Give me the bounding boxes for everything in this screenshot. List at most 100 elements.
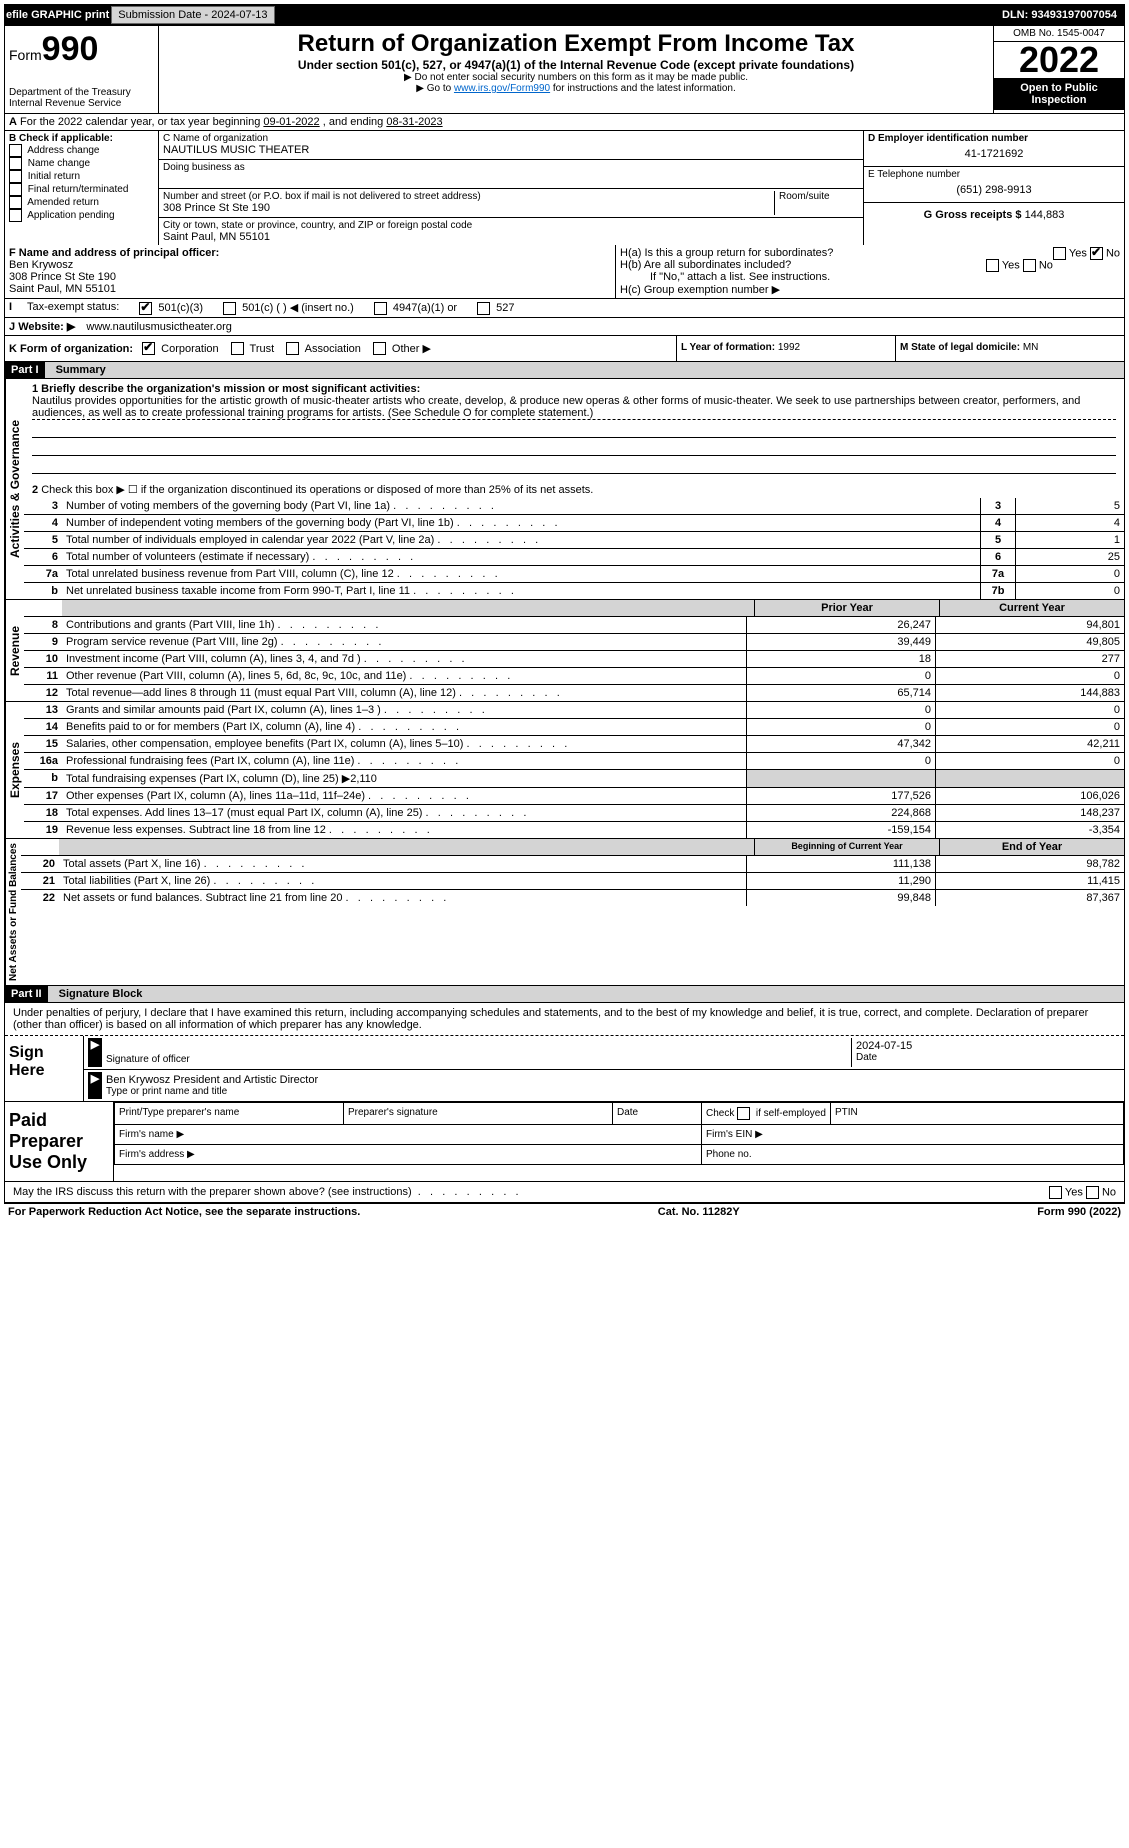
box-b-checkbox[interactable] [9,170,22,183]
self-employed-checkbox[interactable] [737,1107,750,1120]
summary-line: 9Program service revenue (Part VIII, lin… [24,633,1124,650]
line-desc: Net assets or fund balances. Subtract li… [59,890,746,906]
form-org-checkbox[interactable] [373,342,386,355]
summary-line: bTotal fundraising expenses (Part IX, co… [24,769,1124,787]
box-b-checkbox[interactable] [9,157,22,170]
goto-post: for instructions and the latest informat… [550,83,736,94]
gross-receipts-label: G Gross receipts $ [924,209,1022,221]
prep-check-post: if self-employed [753,1108,826,1119]
discuss-no-checkbox[interactable] [1086,1186,1099,1199]
yes-label-2: Yes [1002,259,1020,271]
tax-status-checkbox[interactable] [139,302,152,315]
preparer-table: Print/Type preparer's name Preparer's si… [114,1102,1124,1165]
discuss-yes-label: Yes [1065,1187,1083,1199]
form-org-checkbox[interactable] [286,342,299,355]
current-year-value: 94,801 [935,617,1124,633]
irs-link[interactable]: www.irs.gov/Form990 [454,83,550,94]
line-desc: Number of voting members of the governin… [62,498,980,514]
net-assets-section: Net Assets or Fund Balances Beginning of… [4,839,1125,986]
line-desc: Salaries, other compensation, employee b… [62,736,746,752]
ha-label: H(a) Is this a group return for subordin… [620,247,833,259]
prior-year-value [746,770,935,787]
tax-year-end: 08-31-2023 [386,116,442,128]
row-a-mid: , and ending [320,116,387,128]
line-value: 25 [1015,549,1124,565]
tax-status-option: 4947(a)(1) or [374,302,457,314]
form-org-option: Corporation [142,343,219,355]
end-year-header: End of Year [939,839,1124,855]
current-year-value: 148,237 [935,805,1124,821]
sig-arrow-icon: ▶ [88,1038,102,1067]
no-label-2: No [1039,259,1053,271]
current-year-value: -3,354 [935,822,1124,838]
firm-addr-label: Firm's address ▶ [115,1145,702,1165]
box-b-checkbox[interactable] [9,183,22,196]
tax-year-begin: 09-01-2022 [263,116,319,128]
summary-line: 22Net assets or fund balances. Subtract … [21,889,1124,906]
revenue-section: Revenue Prior Year Current Year 8Contrib… [4,600,1125,702]
box-b-option: Address change [9,144,154,157]
line-desc: Total fundraising expenses (Part IX, col… [62,770,746,787]
tax-status-checkbox[interactable] [374,302,387,315]
governance-line: 7aTotal unrelated business revenue from … [24,565,1124,582]
hb-no-checkbox[interactable] [1023,259,1036,272]
prep-check-pre: Check [706,1108,737,1119]
current-year-value: 87,367 [935,890,1124,906]
line-number: 17 [24,788,62,804]
discuss-no-label: No [1102,1187,1116,1199]
line-desc: Total number of volunteers (estimate if … [62,549,980,565]
tax-year: 2022 [994,42,1124,78]
line-desc: Total assets (Part X, line 16) [59,856,746,872]
line-desc: Other expenses (Part IX, column (A), lin… [62,788,746,804]
governance-line: bNet unrelated business taxable income f… [24,582,1124,599]
city-label: City or town, state or province, country… [163,220,859,231]
top-bar: efile GRAPHIC print Submission Date - 20… [4,4,1125,26]
box-b-checkbox[interactable] [9,144,22,157]
form-header: Form990 Department of the Treasury Inter… [4,26,1125,114]
ha-yes-checkbox[interactable] [1053,247,1066,260]
summary-line: 12Total revenue—add lines 8 through 11 (… [24,684,1124,701]
discuss-yes-checkbox[interactable] [1049,1186,1062,1199]
discuss-label: May the IRS discuss this return with the… [13,1186,412,1198]
line-desc: Grants and similar amounts paid (Part IX… [62,702,746,718]
current-year-value [935,770,1124,787]
hc-label: H(c) Group exemption number ▶ [620,283,1120,296]
begin-year-header: Beginning of Current Year [754,839,939,855]
current-year-value: 106,026 [935,788,1124,804]
box-b-option: Initial return [9,170,154,183]
officer-name-title: Ben Krywosz President and Artistic Direc… [106,1074,1116,1086]
summary-line: 20Total assets (Part X, line 16)111,1389… [21,855,1124,872]
ha-no-checkbox[interactable] [1090,247,1103,260]
tax-status-checkbox[interactable] [223,302,236,315]
form-org-checkbox[interactable] [142,342,155,355]
summary-line: 19Revenue less expenses. Subtract line 1… [24,821,1124,838]
box-b-checkbox[interactable] [9,196,22,209]
hb-yes-checkbox[interactable] [986,259,999,272]
box-b-checkbox[interactable] [9,209,22,222]
line-desc: Other revenue (Part VIII, column (A), li… [62,668,746,684]
form-org-checkbox[interactable] [231,342,244,355]
form-org-option: Other ▶ [373,343,431,355]
box-b-option: Name change [9,157,154,170]
prior-year-value: 18 [746,651,935,667]
type-name-label: Type or print name and title [106,1086,1116,1097]
line-number: 22 [21,890,59,906]
paid-preparer-block: Paid Preparer Use Only Print/Type prepar… [4,1102,1125,1182]
hb-label: H(b) Are all subordinates included? [620,259,791,271]
form-org-option: Trust [231,343,275,355]
governance-line: 4Number of independent voting members of… [24,514,1124,531]
line-value: 1 [1015,532,1124,548]
line-value: 0 [1015,583,1124,599]
line-value: 4 [1015,515,1124,531]
no-label: No [1106,247,1120,259]
sig-officer-label: Signature of officer [106,1054,847,1065]
org-name: NAUTILUS MUSIC THEATER [163,144,859,156]
tax-status-checkbox[interactable] [477,302,490,315]
line-number: 11 [24,668,62,684]
penalty-statement: Under penalties of perjury, I declare th… [5,1003,1124,1036]
submission-date-button[interactable]: Submission Date - 2024-07-13 [111,6,274,24]
line-number: 4 [24,515,62,531]
line-desc: Total revenue—add lines 8 through 11 (mu… [62,685,746,701]
prior-year-value: 39,449 [746,634,935,650]
prior-year-value: 0 [746,702,935,718]
